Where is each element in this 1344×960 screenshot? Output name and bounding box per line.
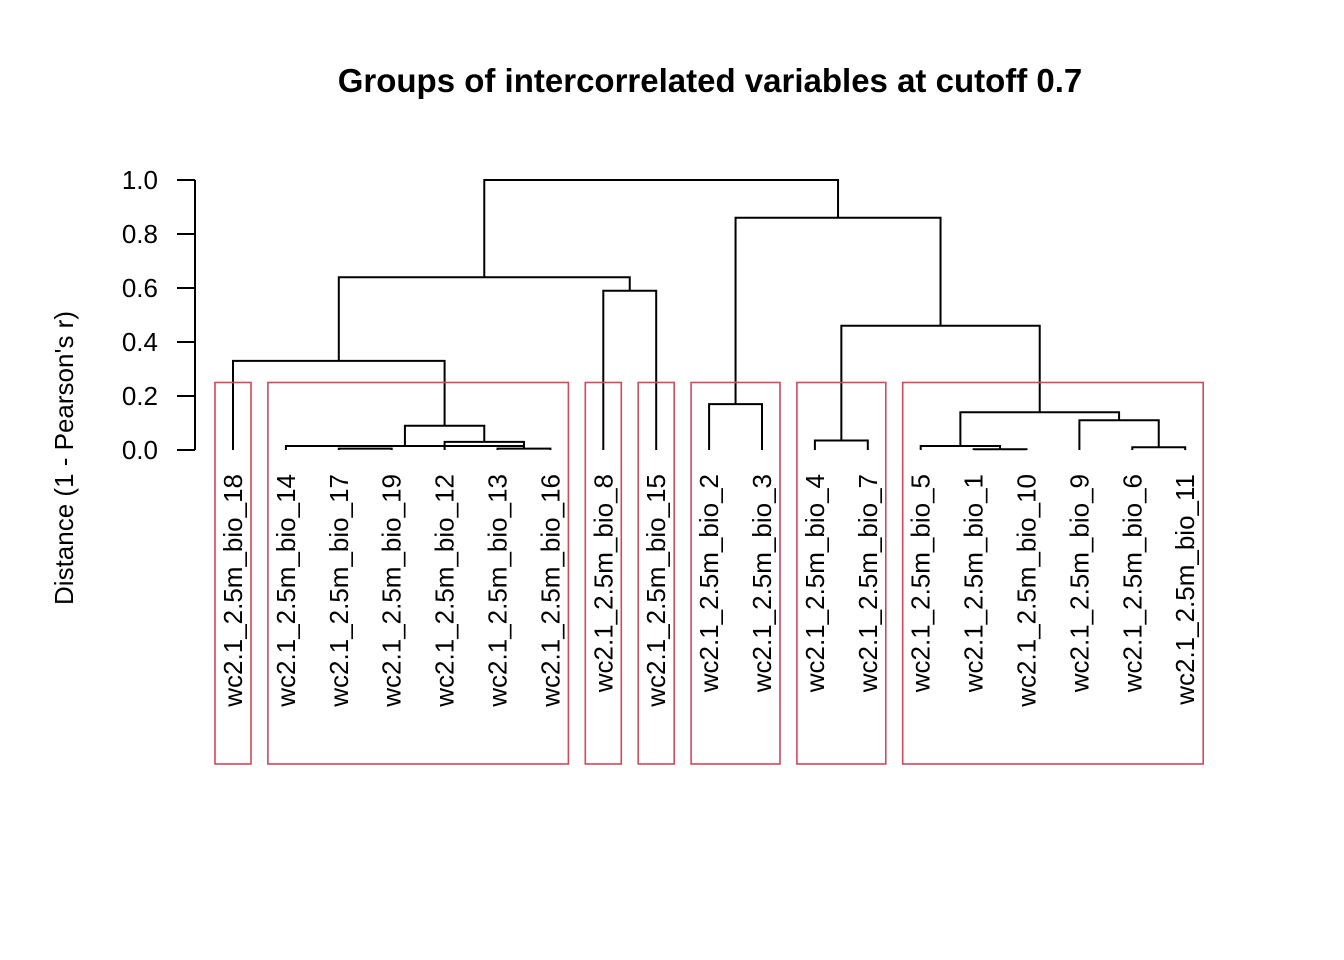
dendrogram-link	[1131, 446, 1187, 450]
leaf-label: wc2.1_2.5m_bio_14	[271, 474, 301, 708]
leaf-label: wc2.1_2.5m_bio_3	[747, 474, 777, 693]
leaf-labels: wc2.1_2.5m_bio_18 wc2.1_2.5m_bio_14 wc2.1_…	[218, 474, 1200, 708]
dendrogram-link	[496, 447, 552, 450]
cluster-group-box	[901, 381, 1205, 765]
leaf-label: wc2.1_2.5m_bio_4	[800, 474, 830, 693]
cluster-group-box	[796, 381, 887, 765]
y-tick-label: 0.4	[122, 327, 158, 357]
cluster-group-box	[584, 381, 623, 765]
leaf-label: wc2.1_2.5m_bio_9	[1064, 474, 1094, 693]
leaf-label: wc2.1_2.5m_bio_8	[588, 474, 618, 693]
y-tick-label: 1.0	[122, 165, 158, 195]
dendrogram-link	[972, 448, 1028, 451]
dendrogram-branches	[232, 179, 1187, 451]
leaf-label: wc2.1_2.5m_bio_5	[906, 474, 936, 693]
leaf-label: wc2.1_2.5m_bio_13	[483, 474, 513, 708]
y-tick-label: 0.0	[122, 435, 158, 465]
leaf-label: wc2.1_2.5m_bio_7	[853, 474, 883, 693]
y-tick-label: 0.6	[122, 273, 158, 303]
dendrogram-link	[1078, 419, 1160, 450]
cluster-group-box	[690, 381, 781, 765]
dendrogram-link	[232, 359, 446, 450]
dendrogram-link	[284, 444, 525, 450]
dendrogram-link	[959, 411, 1121, 446]
dendrogram-link	[602, 289, 658, 450]
cluster-group-box	[214, 381, 252, 765]
dendrogram-link	[337, 276, 631, 361]
leaf-label: wc2.1_2.5m_bio_1	[959, 474, 989, 693]
leaf-label: wc2.1_2.5m_bio_12	[430, 474, 460, 708]
y-axis-title: Distance (1 - Pearson's r)	[49, 311, 79, 605]
cluster-group-box	[637, 381, 676, 765]
y-tick-label: 0.2	[122, 381, 158, 411]
dendrogram-link	[734, 216, 942, 405]
cluster-group-box	[267, 381, 570, 765]
dendrogram-link	[813, 439, 869, 450]
leaf-label: wc2.1_2.5m_bio_6	[1117, 474, 1147, 693]
leaf-label: wc2.1_2.5m_bio_17	[324, 474, 354, 708]
y-axis: 0.0 0.2 0.4 0.6 0.8 1.0	[122, 165, 196, 465]
leaf-label: wc2.1_2.5m_bio_11	[1170, 474, 1200, 706]
dendrogram-link	[483, 179, 840, 278]
leaf-label: wc2.1_2.5m_bio_19	[377, 474, 407, 708]
dendrogram-link	[708, 403, 763, 450]
leaf-label: wc2.1_2.5m_bio_18	[218, 474, 248, 708]
leaf-label: wc2.1_2.5m_bio_16	[535, 474, 565, 708]
leaf-label: wc2.1_2.5m_bio_2	[694, 474, 724, 693]
dendrogram-link	[337, 447, 393, 450]
leaf-label: wc2.1_2.5m_bio_15	[641, 474, 671, 708]
leaf-label: wc2.1_2.5m_bio_10	[1012, 474, 1042, 708]
group-boxes	[214, 381, 1205, 765]
y-tick-label: 0.8	[122, 219, 158, 249]
chart-title: Groups of intercorrelated variables at c…	[338, 62, 1083, 99]
